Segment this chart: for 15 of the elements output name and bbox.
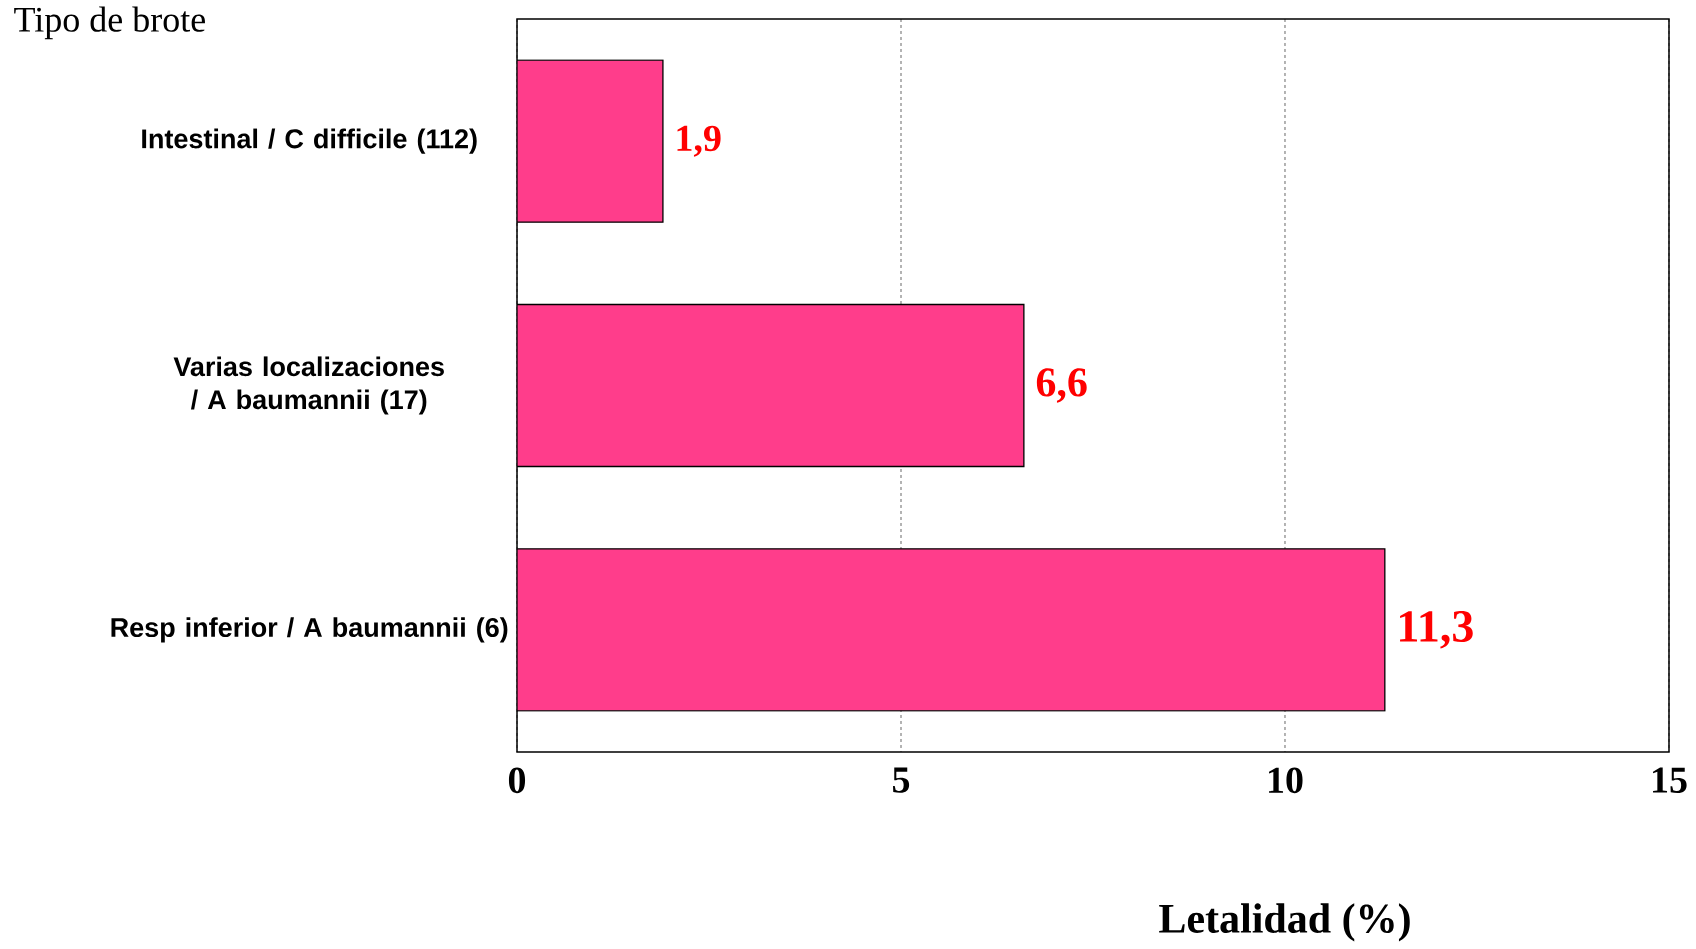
x-tick-label: 15 — [1653, 767, 1687, 793]
data-label: 11,3 — [1400, 611, 1473, 649]
y-axis-title: Tipo de brote — [14, 6, 205, 40]
x-tick-label: 5 — [893, 767, 910, 793]
y-tick-label: Resp inferior / A baumannii (6) — [111, 617, 508, 643]
x-tick-label: 10 — [1269, 767, 1303, 794]
x-tick-label: 0 — [508, 767, 526, 794]
y-tick-label: Intestinal / C difficile (112) — [142, 128, 477, 154]
bar — [517, 548, 1386, 712]
data-label: 1,9 — [677, 125, 721, 157]
data-label: 6,6 — [1036, 368, 1087, 403]
y-tick-label: Varias localizaciones / A baumannii (17) — [173, 356, 444, 415]
bar — [517, 59, 664, 223]
x-axis-title: Letalidad (%) — [1159, 903, 1410, 942]
bar — [517, 303, 1025, 468]
